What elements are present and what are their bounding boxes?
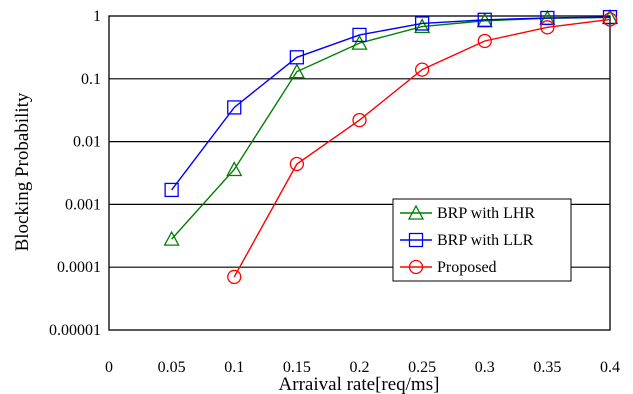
data-point-triangle (163, 230, 180, 246)
legend-label: BRP with LLR (437, 232, 534, 249)
data-point-square (352, 27, 367, 43)
data-point-circle (352, 112, 367, 128)
series-line (233, 18, 611, 278)
data-point-triangle (351, 34, 368, 50)
data-point-circle (540, 20, 555, 35)
data-point-circle (289, 156, 305, 172)
data-point-square (414, 16, 430, 31)
legend-label: Proposed (437, 259, 497, 276)
x-axis-ticks: 0 0.05 0.1 0.15 0.2 0.25 0.3 0.35 0.4 (105, 359, 620, 376)
data-point-square (164, 182, 179, 198)
x-tick-label: 0.25 (408, 359, 436, 376)
legend-marker-triangle (407, 204, 425, 220)
x-tick-label: 0.35 (533, 359, 561, 376)
data-point-triangle (226, 161, 243, 177)
y-axis-ticks: 0.00001 0.0001 0.001 0.01 0.1 1 (49, 8, 101, 339)
y-tick-label: 0.01 (73, 134, 101, 151)
y-tick-label: 1 (93, 8, 101, 25)
data-point-circle (602, 12, 618, 27)
x-tick-label: 0.15 (283, 359, 311, 376)
data-point-square (227, 100, 242, 115)
y-tick-label: 0.001 (65, 196, 101, 213)
x-tick-label: 0.2 (350, 359, 370, 376)
series-circle (227, 12, 618, 285)
legend: BRP with LHR BRP with LLR Proposed (392, 198, 572, 282)
data-point-square (540, 10, 555, 26)
x-tick-label: 0.4 (600, 359, 620, 376)
series-line (171, 16, 611, 191)
y-axis-title: Blocking Probability (12, 92, 33, 251)
data-point-triangle (414, 18, 431, 34)
legend-marker-square (408, 232, 424, 248)
x-tick-label: 0.3 (475, 359, 495, 376)
y-tick-label: 0.1 (81, 71, 101, 88)
data-point-square (477, 12, 492, 27)
data-point-circle (414, 62, 430, 77)
legend-marker-circle (408, 259, 424, 275)
data-point-circle (227, 269, 242, 285)
x-tick-label: 0.1 (224, 359, 244, 376)
x-tick-label: 0.05 (158, 359, 186, 376)
x-axis-title: Arraival rate[req/ms] (279, 374, 440, 394)
y-tick-label: 0.00001 (49, 322, 101, 339)
y-tick-label: 0.0001 (57, 259, 101, 276)
plot-area-frame (108, 15, 611, 331)
series-square (164, 9, 618, 198)
legend-label: BRP with LHR (437, 205, 535, 222)
x-tick-label: 0 (105, 359, 113, 376)
data-point-circle (477, 33, 492, 49)
data-point-square (289, 50, 305, 65)
series-group (163, 9, 619, 285)
data-point-triangle (288, 63, 305, 79)
